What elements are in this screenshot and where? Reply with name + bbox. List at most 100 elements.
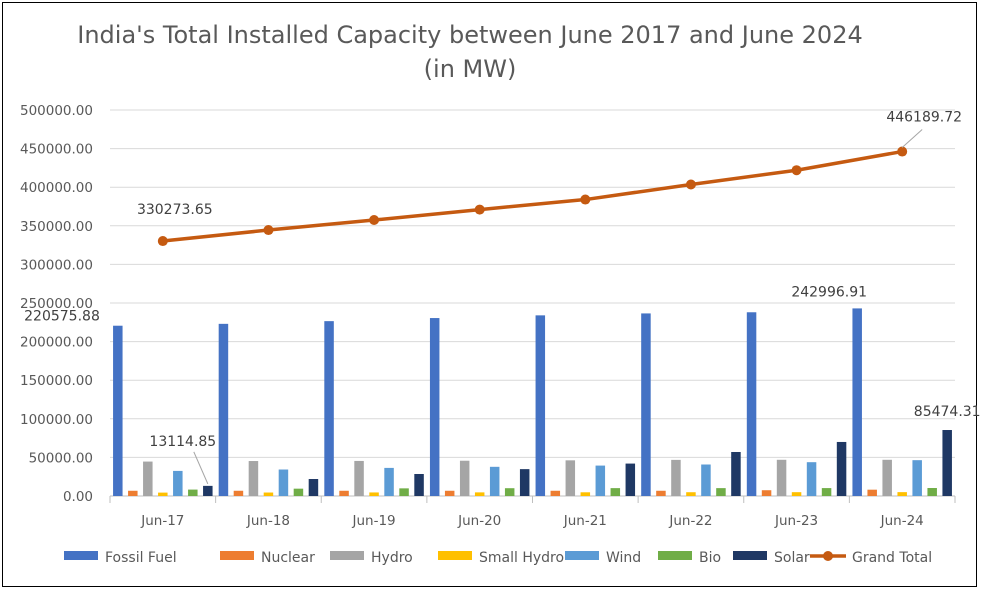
x-tick-label: Jun-24: [880, 513, 924, 529]
data-label: 85474.31: [914, 404, 981, 420]
bar-bio: [821, 488, 832, 496]
bar-solar: [203, 485, 213, 496]
bar-small-hydro: [263, 492, 274, 496]
bar-solar: [731, 451, 741, 496]
legend-label: Small Hydro: [479, 550, 564, 566]
y-tick-label: 150000.00: [20, 373, 93, 389]
data-label: 13114.85: [149, 434, 216, 450]
bar-wind: [278, 469, 289, 496]
bar-nuclear: [128, 490, 138, 496]
bar-small-hydro: [369, 492, 379, 496]
data-label: 220575.88: [24, 309, 100, 325]
bar-fossil-fuel: [324, 321, 334, 496]
grand-total-marker: [369, 215, 380, 226]
bar-fossil-fuel: [641, 313, 651, 496]
bar-bio: [927, 488, 937, 496]
bar-solar: [519, 469, 530, 496]
x-tick-label: Jun-17: [140, 513, 184, 529]
y-tick-label: 350000.00: [20, 219, 93, 235]
bar-wind: [595, 465, 606, 496]
y-tick-label: 400000.00: [20, 180, 93, 196]
bar-small-hydro: [580, 492, 591, 496]
leader-line: [193, 451, 209, 485]
chart-title: India's Total Installed Capacity between…: [77, 21, 863, 83]
leader-line: [901, 129, 923, 148]
data-label: 330273.65: [137, 202, 213, 218]
bar-nuclear: [761, 490, 772, 496]
y-tick-label: 50000.00: [29, 450, 93, 466]
bar-nuclear: [233, 490, 244, 496]
bar-bio: [504, 488, 515, 496]
bar-nuclear: [656, 490, 666, 496]
bar-hydro: [776, 459, 787, 496]
bar-small-hydro: [474, 492, 485, 496]
bar-hydro: [354, 460, 364, 496]
bar-bio: [293, 488, 304, 496]
legend-swatch-marker: [823, 551, 833, 561]
bar-wind: [489, 466, 500, 496]
bar-bio: [716, 488, 726, 496]
bar-solar: [414, 473, 424, 496]
x-tick-label: Jun-18: [246, 513, 290, 529]
data-label: 446189.72: [886, 110, 962, 126]
grand-total-marker: [157, 236, 168, 247]
y-tick-label: 500000.00: [20, 103, 93, 119]
bar-bio: [188, 489, 198, 496]
bar-fossil-fuel: [746, 312, 757, 496]
legend-label: Hydro: [371, 550, 413, 566]
bar-bio: [399, 488, 409, 496]
bar-fossil-fuel: [535, 315, 546, 496]
grand-total-marker: [474, 204, 485, 215]
bar-hydro: [143, 461, 153, 496]
y-tick-label: 100000.00: [20, 412, 93, 428]
bar-solar: [625, 463, 636, 496]
y-tick-label: 250000.00: [20, 296, 93, 312]
bar-small-hydro: [791, 492, 802, 496]
bar-wind: [173, 470, 183, 496]
legend-swatch: [658, 551, 692, 560]
bar-nuclear: [550, 490, 561, 496]
grand-total-line: [162, 149, 903, 243]
bar-nuclear: [339, 490, 349, 496]
bar-hydro: [565, 460, 576, 496]
grand-total-marker: [791, 165, 802, 176]
bar-wind: [806, 462, 817, 496]
legend-swatch: [565, 551, 599, 560]
bar-nuclear: [444, 490, 455, 496]
bar-solar: [942, 430, 952, 496]
bar-wind: [912, 460, 922, 496]
bar-fossil-fuel: [218, 323, 229, 496]
x-tick-label: Jun-23: [774, 513, 818, 529]
bar-solar: [836, 441, 847, 496]
bar-fossil-fuel: [852, 308, 862, 496]
grand-total-marker: [685, 179, 696, 190]
x-tick-label: Jun-19: [351, 513, 395, 529]
x-tick-label: Jun-20: [457, 513, 501, 529]
x-tick-label: Jun-22: [668, 513, 712, 529]
data-label: 242996.91: [791, 284, 867, 300]
bar-fossil-fuel: [113, 325, 123, 496]
bar-wind: [384, 467, 394, 496]
y-tick-label: 450000.00: [20, 142, 93, 158]
bar-bio: [610, 488, 621, 496]
bar-hydro: [882, 459, 892, 496]
x-tick-label: Jun-21: [563, 513, 607, 529]
bar-wind: [701, 464, 711, 496]
legend-swatch: [438, 551, 472, 560]
bar-nuclear: [867, 489, 877, 496]
legend-label: Fossil Fuel: [105, 550, 177, 566]
grand-total-marker: [580, 194, 591, 205]
legend-label: Solar: [774, 550, 810, 566]
bar-small-hydro: [897, 492, 907, 496]
legend-swatch: [64, 551, 98, 560]
bar-small-hydro: [686, 492, 696, 496]
bar-solar: [308, 479, 319, 496]
legend-label: Wind: [606, 550, 641, 566]
bar-small-hydro: [158, 492, 168, 496]
legend-swatch: [330, 551, 364, 560]
legend-label: Nuclear: [261, 550, 315, 566]
bar-hydro: [459, 460, 470, 496]
bar-hydro: [671, 459, 681, 496]
y-tick-label: 0.00: [63, 489, 93, 505]
